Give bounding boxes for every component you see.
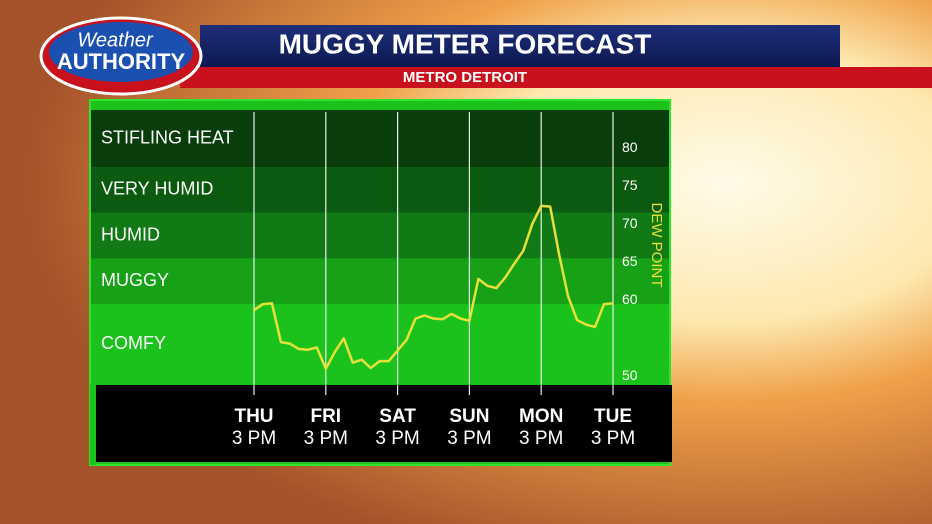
band (91, 304, 669, 384)
x-tick-sublabel: 3 PM (232, 428, 276, 449)
band-label: MUGGY (101, 270, 169, 290)
x-tick-sublabel: 3 PM (519, 428, 563, 449)
y-tick-label: 60 (622, 291, 638, 307)
x-axis-bar-edge (90, 385, 96, 465)
band-label: COMFY (101, 333, 166, 353)
x-tick-label: MON (519, 406, 563, 427)
x-tick-label: FRI (310, 406, 341, 427)
band-label: VERY HUMID (101, 179, 213, 199)
logo-inner (49, 22, 193, 82)
band-label: HUMID (101, 224, 160, 244)
band (91, 258, 669, 305)
x-tick-label: SAT (379, 406, 416, 427)
x-tick-sublabel: 3 PM (304, 428, 348, 449)
band (91, 212, 669, 259)
y-axis-label: DEW POINT (648, 203, 665, 288)
x-axis-bar (96, 385, 672, 462)
band (91, 110, 669, 168)
title-bar (200, 25, 840, 67)
title: MUGGY METER FORECAST (279, 28, 652, 59)
subtitle-bar (180, 67, 932, 88)
y-tick-label: 80 (622, 139, 638, 155)
x-tick-sublabel: 3 PM (375, 428, 419, 449)
x-tick-sublabel: 3 PM (447, 428, 491, 449)
y-tick-label: 50 (622, 367, 638, 383)
y-tick-label: 65 (622, 253, 638, 269)
y-tick-label: 75 (622, 177, 638, 193)
band (91, 167, 669, 213)
x-tick-sublabel: 3 PM (591, 428, 635, 449)
logo-text: AUTHORITY (57, 49, 186, 74)
subtitle: METRO DETROIT (403, 69, 527, 86)
x-tick-label: TUE (594, 406, 632, 427)
x-tick-label: SUN (449, 406, 489, 427)
logo-text: Weather (77, 29, 154, 51)
x-tick-label: THU (234, 406, 273, 427)
y-tick-label: 70 (622, 215, 638, 231)
data-line (253, 204, 614, 371)
band-label: STIFLING HEAT (101, 127, 234, 147)
